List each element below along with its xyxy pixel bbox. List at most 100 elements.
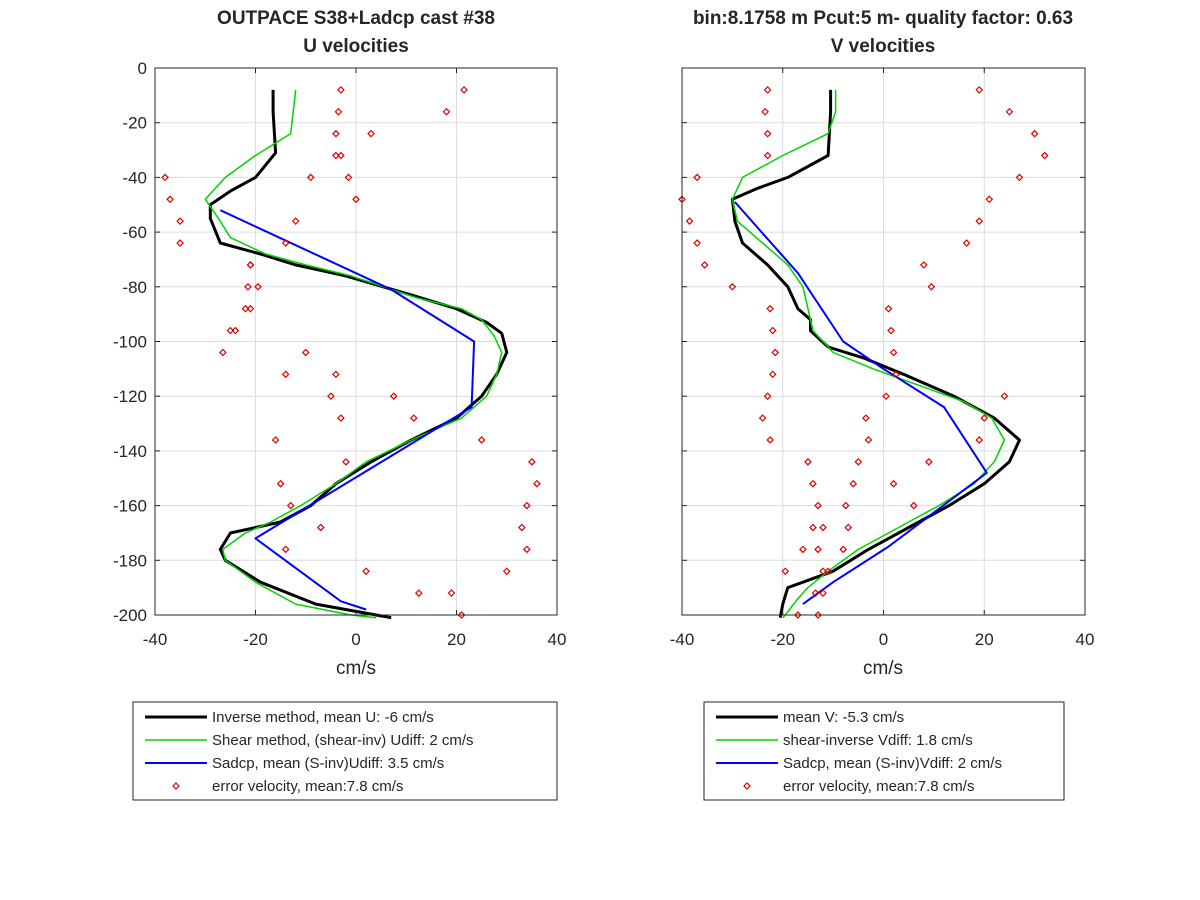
u-error-velocity-marker <box>460 86 468 94</box>
u-error-velocity-marker <box>176 239 184 247</box>
v-error-velocity-marker <box>804 457 812 466</box>
v-series-2-line <box>734 201 988 605</box>
v-error-velocity-marker <box>975 86 984 94</box>
right-title-line2: V velocities <box>831 36 936 57</box>
v-error-velocity-marker <box>693 173 701 182</box>
u-x-tick-label: 20 <box>447 630 466 649</box>
v-error-velocity-marker <box>887 326 895 335</box>
v-x-axis-label: cm/s <box>863 658 903 679</box>
v-error-velocity-marker <box>980 414 989 422</box>
v-legend: mean V: -5.3 cm/s shear-inverse Vdiff: 1.… <box>703 701 1065 801</box>
v-error-velocity-marker <box>824 567 832 576</box>
u-legend-label-0: Inverse method, mean U: -6 cm/s <box>212 709 434 726</box>
u-error-velocity-marker <box>291 217 300 226</box>
u-y-tick-label: -60 <box>122 223 147 242</box>
v-error-velocity-marker <box>1000 392 1009 401</box>
u-error-velocity-marker <box>332 129 340 138</box>
u-error-velocity-marker <box>281 370 290 379</box>
v-error-velocity-marker <box>882 392 890 401</box>
u-error-velocity-marker <box>301 348 310 357</box>
right-title-line1: bin:8.1758 m Pcut:5 m- quality factor: 0… <box>693 8 1073 29</box>
u-y-tick-label: -20 <box>122 114 147 133</box>
v-legend-label-2: Sadcp, mean (S-inv)Vdiff: 2 cm/s <box>783 755 1002 772</box>
u-error-velocity-marker <box>442 107 451 116</box>
u-error-velocity-marker <box>327 392 335 401</box>
v-error-velocity-marker <box>814 545 822 554</box>
u-y-tick-label: -180 <box>113 551 147 570</box>
v-error-velocity-marker <box>811 589 820 597</box>
u-error-velocity-marker <box>286 501 295 510</box>
u-y-tick-label: -120 <box>113 387 147 406</box>
u-legend-label-2: Sadcp, mean (S-inv)Udiff: 3.5 cm/s <box>212 755 444 772</box>
u-legend-swatch-3 <box>172 782 180 790</box>
u-error-velocity-marker <box>176 217 184 226</box>
u-error-velocity-marker <box>342 457 350 466</box>
u-error-velocity-marker <box>332 151 340 160</box>
u-error-velocity-marker <box>457 611 466 619</box>
v-error-velocity-marker <box>728 282 737 291</box>
v-error-velocity-marker <box>975 436 984 444</box>
u-x-tick-label: 40 <box>548 630 567 649</box>
v-error-velocity-marker <box>892 370 900 379</box>
v-error-velocity-marker <box>768 326 777 335</box>
v-error-velocity-marker <box>799 545 807 554</box>
u-error-velocity-marker <box>477 436 486 444</box>
v-error-velocity-marker <box>924 457 933 466</box>
v-error-velocity-marker <box>884 304 893 313</box>
v-error-velocity-marker <box>844 523 853 532</box>
v-error-velocity-marker <box>819 589 827 597</box>
u-error-velocity-marker <box>502 567 511 576</box>
u-y-tick-label: -140 <box>113 442 147 461</box>
v-error-velocity-marker <box>1040 151 1049 160</box>
u-error-velocity-marker <box>244 282 252 291</box>
u-error-velocity-marker <box>306 173 315 182</box>
u-error-velocity-marker <box>389 392 398 401</box>
v-x-tick-label: -20 <box>770 630 795 649</box>
v-error-velocity-marker <box>766 436 775 444</box>
v-legend-label-0: mean V: -5.3 cm/s <box>783 709 904 726</box>
u-axis-ticks: -40 -20 0 20 400-20-40-60-80-100-120-140-160… <box>113 59 566 649</box>
v-error-velocity-marker <box>1005 107 1014 116</box>
v-error-velocity-marker <box>814 501 822 510</box>
u-series-2-line <box>219 209 476 611</box>
u-x-tick-label: 0 <box>351 630 360 649</box>
v-error-velocity-marker <box>761 107 769 116</box>
u-error-velocity-marker <box>334 107 343 116</box>
v-error-velocity-marker <box>794 611 802 619</box>
u-error-velocity-marker <box>332 370 340 379</box>
v-error-velocity-marker <box>854 457 863 466</box>
v-error-velocity-marker <box>849 479 858 488</box>
u-error-velocity-marker <box>447 589 456 597</box>
u-x-tick-label: -20 <box>243 630 268 649</box>
v-error-velocity-marker <box>763 129 772 138</box>
u-error-velocity-marker <box>523 501 531 510</box>
v-x-tick-label: -40 <box>670 630 695 649</box>
u-error-velocity-marker <box>231 326 240 335</box>
v-error-velocity-marker <box>809 479 817 488</box>
v-error-velocity-marker <box>889 479 898 488</box>
v-error-velocity-marker <box>685 217 694 226</box>
u-y-tick-label: -200 <box>113 606 147 625</box>
v-velocity-panel: -40 -20 0 20 40 cm/s <box>670 67 1094 679</box>
v-error-velocity-marker <box>927 282 936 291</box>
u-error-velocity-marker <box>367 129 375 138</box>
u-y-tick-label: -40 <box>122 168 147 187</box>
u-y-tick-label: -100 <box>113 333 147 352</box>
u-error-velocity-marker <box>281 239 290 247</box>
v-error-velocity-marker <box>693 239 701 247</box>
u-error-velocity-marker <box>344 173 353 182</box>
u-error-velocity-marker <box>352 195 360 204</box>
u-error-velocity-marker <box>166 195 174 204</box>
v-error-velocity-marker <box>862 414 870 422</box>
u-error-velocity-marker <box>337 414 345 422</box>
v-legend-swatch-3 <box>743 782 751 790</box>
v-legend-label-1: shear-inverse Vdiff: 1.8 cm/s <box>783 732 973 749</box>
u-legend-label-1: Shear method, (shear-inv) Udiff: 2 cm/s <box>212 732 474 749</box>
v-grid <box>682 68 1085 615</box>
v-error-velocity-marker <box>763 392 772 401</box>
u-plot-series <box>161 86 541 620</box>
v-error-velocity-marker <box>889 348 898 357</box>
v-error-velocity-marker <box>809 523 817 532</box>
v-error-velocity-marker <box>1015 173 1024 182</box>
